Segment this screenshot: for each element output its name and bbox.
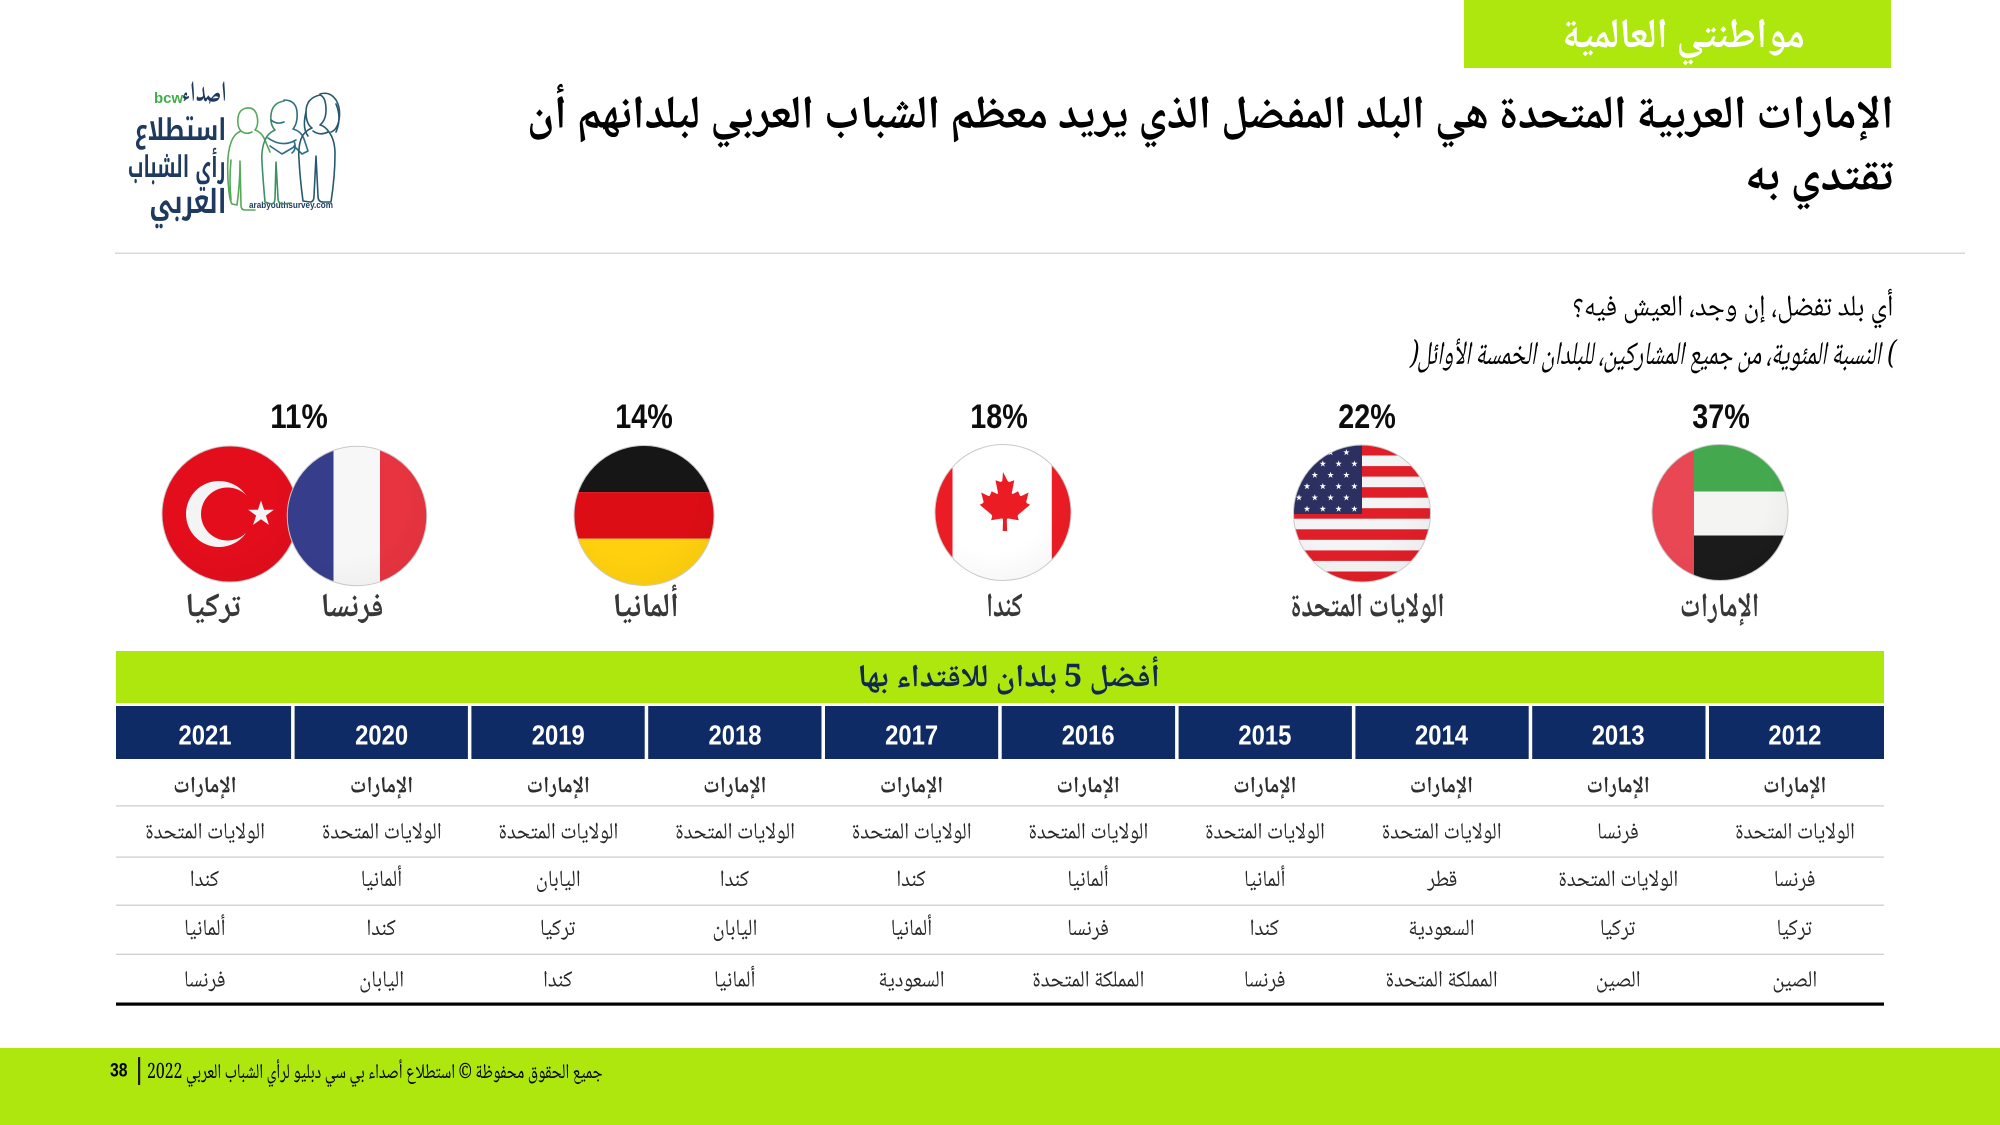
svg-text:2019: 2019 bbox=[532, 720, 585, 751]
svg-text:2020: 2020 bbox=[355, 720, 408, 751]
svg-text:11%: 11% bbox=[270, 398, 328, 436]
svg-text:14%: 14% bbox=[615, 398, 673, 436]
svg-text:18%: 18% bbox=[970, 398, 1028, 436]
svg-text:2018: 2018 bbox=[709, 720, 762, 751]
svg-text:2015: 2015 bbox=[1238, 720, 1291, 751]
svg-text:arabyouthsurvey.com: arabyouthsurvey.com bbox=[249, 200, 333, 210]
svg-text:2021: 2021 bbox=[179, 720, 232, 751]
svg-text:38: 38 bbox=[110, 1061, 128, 1082]
svg-text:bcw: bcw bbox=[154, 90, 184, 107]
svg-text:2016: 2016 bbox=[1062, 720, 1115, 751]
svg-text:2017: 2017 bbox=[885, 720, 938, 751]
svg-text:2012: 2012 bbox=[1768, 720, 1821, 751]
svg-text:2014: 2014 bbox=[1415, 720, 1469, 751]
svg-text:37%: 37% bbox=[1692, 398, 1750, 436]
svg-text:22%: 22% bbox=[1338, 398, 1396, 436]
svg-text:2013: 2013 bbox=[1592, 720, 1645, 751]
